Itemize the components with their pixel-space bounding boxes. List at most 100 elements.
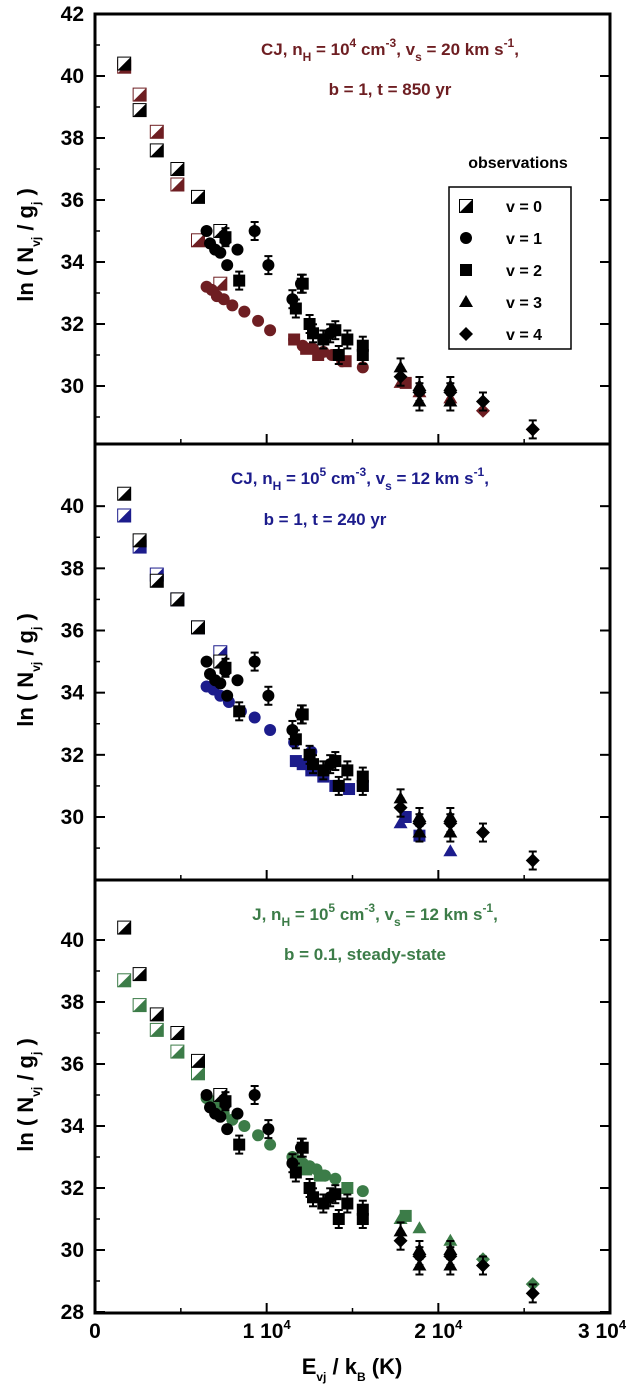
model-point-v0-fill — [150, 1023, 164, 1037]
model-point-v1 — [238, 1120, 251, 1132]
model-point-v1 — [264, 1138, 277, 1151]
observation-point-v1 — [221, 259, 234, 272]
x-tick-label: 1 104 — [243, 1317, 292, 1343]
model-point-v0-fill — [191, 233, 205, 247]
observation-point-v1 — [248, 655, 261, 668]
y-tick-label: 34 — [61, 1115, 85, 1138]
observation-point-v2 — [341, 333, 354, 346]
observation-point-v0-fill — [150, 143, 164, 157]
observation-point-v4 — [443, 816, 458, 831]
observation-point-v1 — [262, 259, 275, 272]
legend-marker-v1 — [460, 232, 472, 244]
observation-point-v1 — [200, 655, 213, 668]
observation-point-v2 — [296, 1141, 309, 1154]
observation-point-v1 — [214, 677, 227, 690]
annotation-line-1: J, nH = 105 cm-3, vs = 12 km s-1, — [252, 901, 498, 929]
model-point-v1 — [356, 1185, 369, 1198]
observation-point-v4 — [443, 385, 458, 400]
observation-point-v4 — [393, 369, 408, 384]
legend-items: v = 0 v = 1 v = 2 v = 3 v = 4 — [459, 199, 542, 344]
observation-point-v1 — [221, 689, 234, 702]
y-tick-label: 30 — [61, 375, 84, 398]
y-tick-label: 36 — [61, 620, 84, 643]
observation-point-v2 — [329, 755, 342, 768]
observation-point-v4 — [475, 825, 490, 840]
observation-point-v1 — [214, 246, 227, 259]
marks-layer — [117, 56, 540, 1304]
observation-point-v4 — [443, 1249, 458, 1264]
panel-3-annotation: J, nH = 105 cm-3, vs = 12 km s-1, b = 0.… — [252, 901, 498, 964]
legend-label: v = 2 — [506, 263, 542, 280]
legend-label: v = 1 — [506, 231, 542, 248]
observation-point-v0-fill — [117, 57, 131, 71]
observation-point-v2 — [329, 324, 342, 337]
observation-point-v4 — [475, 394, 490, 409]
observation-point-v1 — [231, 243, 244, 256]
legend-marker-v0-fill — [459, 199, 473, 213]
observation-point-v0-fill — [117, 921, 131, 935]
panel-3-marks — [117, 920, 540, 1304]
model-point-v2 — [313, 1169, 326, 1182]
observation-point-v2 — [356, 779, 369, 792]
model-point-v2 — [300, 342, 313, 355]
observation-point-v2 — [296, 708, 309, 721]
observation-point-v0-fill — [133, 967, 147, 981]
observation-point-v2 — [356, 1213, 369, 1225]
observation-point-v3 — [393, 360, 408, 373]
legend-marker-v4 — [459, 327, 473, 341]
model-point-v3 — [412, 1221, 427, 1234]
y-axis-title-panel-3: ln ( Nvj / gj ) — [13, 1038, 43, 1152]
y-tick-label: 32 — [61, 313, 84, 336]
y-tick-label: 42 — [61, 3, 84, 26]
observation-point-v2 — [341, 764, 354, 777]
annotation-line-2: b = 1, t = 850 yr — [329, 80, 452, 99]
observation-point-v2 — [332, 779, 345, 792]
model-point-v1 — [226, 299, 239, 312]
observation-point-v0-fill — [117, 487, 131, 501]
model-point-v3 — [443, 844, 458, 857]
y-tick-label: 38 — [61, 557, 85, 580]
observation-point-v1 — [231, 674, 244, 687]
observation-point-v2 — [296, 277, 309, 290]
observation-point-v2 — [219, 661, 232, 674]
x-tick-label: 2 104 — [414, 1317, 463, 1343]
legend-marker-v3 — [459, 295, 473, 307]
model-point-v2 — [343, 783, 356, 796]
observation-point-v1 — [262, 689, 275, 702]
legend-label: v = 4 — [506, 327, 542, 344]
y-tick-label: 32 — [61, 1177, 84, 1200]
model-point-v0-fill — [133, 998, 147, 1012]
model-point-v2 — [300, 1163, 313, 1176]
observation-point-v0-fill — [150, 1007, 164, 1021]
model-point-v1 — [217, 293, 230, 306]
observation-point-v2 — [341, 1197, 354, 1210]
observation-point-v2 — [317, 1197, 330, 1210]
observation-point-v3 — [393, 791, 408, 804]
model-point-v1 — [264, 723, 277, 736]
observation-point-v2 — [307, 1191, 320, 1204]
panel-1-marks — [117, 56, 540, 440]
observation-point-v2 — [356, 349, 369, 361]
y-axis-title-panel-2: ln ( Nvj / gj ) — [13, 613, 43, 727]
observation-point-v1 — [200, 1089, 213, 1101]
model-point-v0-fill — [117, 973, 131, 987]
observation-point-v0-fill — [150, 574, 164, 588]
observation-point-v2 — [332, 1213, 345, 1225]
x-tick-label: 0 — [89, 1320, 101, 1343]
observation-point-v2 — [307, 758, 320, 771]
observation-point-v2 — [289, 302, 302, 315]
model-point-v0-fill — [170, 178, 184, 191]
observation-point-v0-fill — [170, 162, 184, 176]
y-tick-label: 32 — [61, 744, 84, 767]
model-point-v3 — [393, 816, 408, 829]
observation-point-v3 — [393, 1224, 408, 1237]
x-axis-title: Evj / kB (K) — [302, 1354, 403, 1384]
observation-point-v1 — [200, 225, 213, 237]
model-point-v2 — [312, 349, 325, 361]
panel-2-annotation: CJ, nH = 105 cm-3, vs = 12 km s-1, b = 1… — [231, 465, 489, 529]
observation-point-v2 — [219, 231, 232, 244]
panel-2-marks — [117, 486, 540, 871]
ticks-layer: 30 32 34 36 38 40 42 30 32 34 36 38 40 28 30 32 34 36 38 40… — [61, 3, 627, 1343]
observation-point-v2 — [289, 1166, 302, 1179]
